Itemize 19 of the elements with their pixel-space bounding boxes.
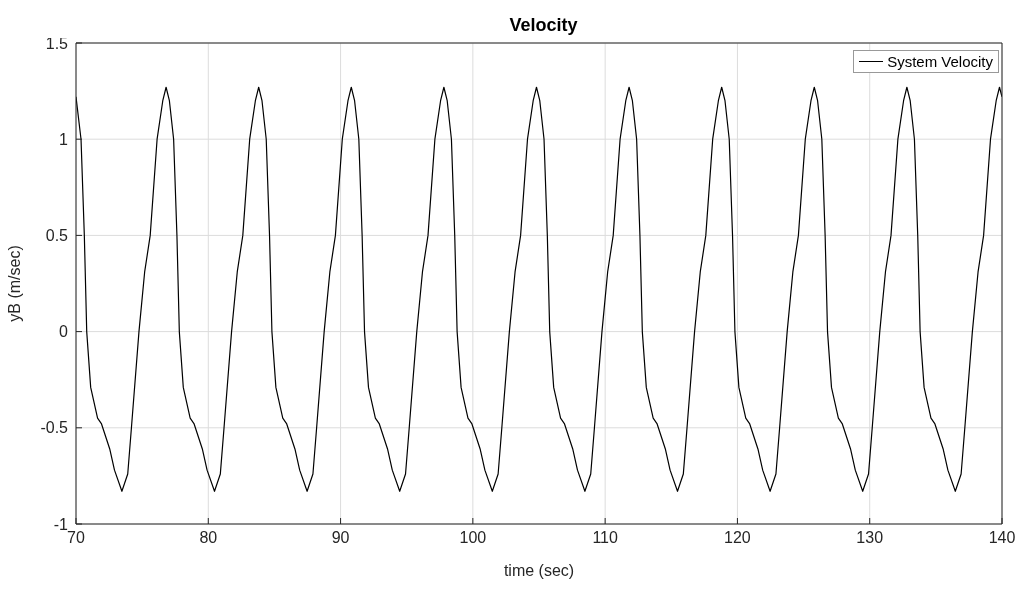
chart-title: Velocity bbox=[509, 15, 578, 35]
y-tick-label: 0.5 bbox=[45, 227, 69, 245]
legend-label: System Velocity bbox=[887, 52, 993, 71]
y-tick-label: 1.5 bbox=[45, 34, 69, 52]
x-axis-title: time (sec) bbox=[503, 562, 575, 579]
x-tick-label: 140 bbox=[988, 529, 1016, 547]
y-tick-label: 0 bbox=[59, 323, 69, 341]
x-tick-label: 130 bbox=[856, 529, 884, 547]
line-series bbox=[76, 86, 1002, 492]
x-tick-label: 100 bbox=[459, 529, 487, 547]
y-axis-title: yB (m/sec) bbox=[5, 245, 23, 322]
x-tick-label: 110 bbox=[592, 529, 618, 547]
x-tick-label: 90 bbox=[331, 529, 350, 547]
y-tick-label: 1 bbox=[59, 130, 69, 148]
y-tick-label: -0.5 bbox=[40, 419, 69, 437]
x-tick-label: 70 bbox=[67, 529, 85, 547]
x-tick-label: 80 bbox=[199, 529, 218, 547]
y-tick-label: -1 bbox=[53, 515, 69, 533]
x-tick-label: 120 bbox=[724, 529, 751, 547]
